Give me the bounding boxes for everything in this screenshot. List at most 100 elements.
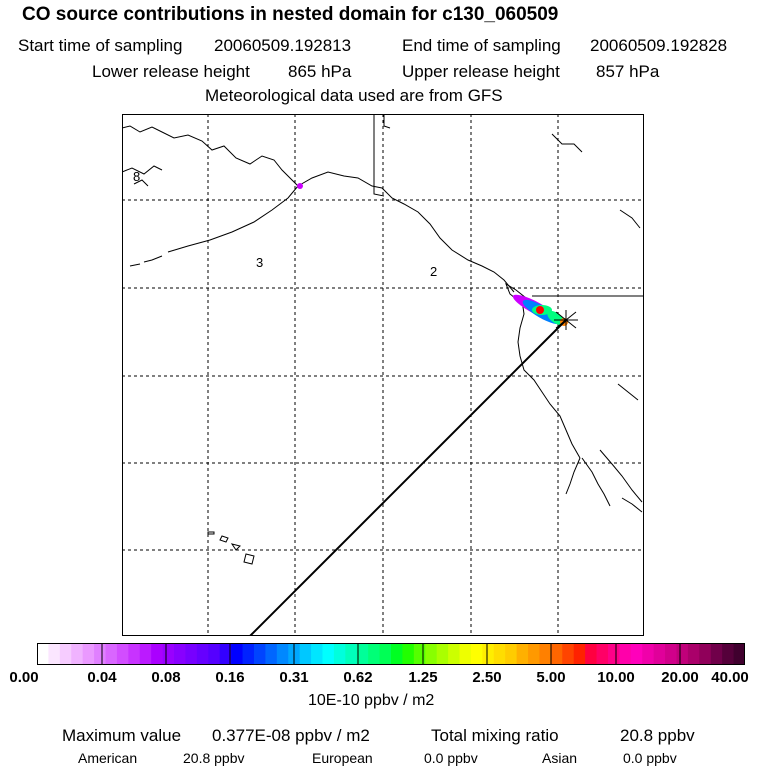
colorbar-swatch [59, 643, 72, 665]
max-value-label: Maximum value [62, 726, 182, 745]
colorbar-swatch [174, 643, 187, 665]
colorbar-tick-label: 2.50 [472, 669, 502, 686]
colorbar-swatch [607, 643, 620, 665]
colorbar-swatch [482, 643, 495, 665]
colorbar-swatch [196, 643, 209, 665]
colorbar-swatch [162, 643, 175, 665]
colorbar-tick-label: 0.16 [215, 669, 245, 686]
colorbar-swatch [493, 643, 506, 665]
american-label: American [78, 750, 138, 766]
colorbar-swatch [116, 643, 129, 665]
colorbar-swatch [333, 643, 346, 665]
map-title: CO source contributions in nested domain… [22, 4, 559, 25]
colorbar-tick-label: 5.00 [536, 669, 566, 686]
european-label: European [312, 750, 373, 766]
colorbar-swatch [539, 643, 552, 665]
colorbar-swatch [219, 643, 232, 665]
colorbar-tick-label: 0.31 [279, 669, 309, 686]
colorbar-swatch [710, 643, 723, 665]
end-time-value: 20060509.192828 [590, 36, 728, 55]
colorbar-swatch [368, 643, 381, 665]
european-value: 0.0 ppbv [424, 750, 478, 766]
colorbar-swatch [185, 643, 198, 665]
colorbar-swatch [653, 643, 666, 665]
colorbar-swatch [550, 643, 563, 665]
colorbar-swatch [71, 643, 84, 665]
colorbar-swatch [299, 643, 312, 665]
region-label-2: 2 [430, 264, 437, 279]
colorbar-swatch [562, 643, 575, 665]
source-plume [297, 183, 568, 326]
colorbar-tick-label: 20.00 [661, 669, 699, 686]
colorbar-swatch [687, 643, 700, 665]
colorbar-swatch [82, 643, 95, 665]
colorbar-swatch [345, 643, 358, 665]
map-frame [122, 114, 644, 636]
lower-release-value: 865 hPa [288, 62, 352, 81]
colorbar-swatch [253, 643, 266, 665]
colorbar-swatch [573, 643, 586, 665]
lat-lon-grid [122, 114, 644, 636]
colorbar-swatch [470, 643, 483, 665]
colorbar-swatch [722, 643, 735, 665]
colorbar-swatch [516, 643, 529, 665]
colorbar [37, 643, 745, 665]
colorbar-units: 10E-10 ppbv / m2 [308, 692, 435, 709]
colorbar-swatch [448, 643, 461, 665]
colorbar-tick-label: 0.00 [9, 669, 39, 686]
colorbar-swatch [391, 643, 404, 665]
asian-label: Asian [542, 750, 578, 766]
start-time-label: Start time of sampling [18, 36, 183, 55]
colorbar-swatch [676, 643, 689, 665]
colorbar-tick-label: 10.00 [597, 669, 635, 686]
colorbar-swatch [139, 643, 152, 665]
colorbar-swatch [311, 643, 324, 665]
colorbar-swatch [379, 643, 392, 665]
colorbar-swatch [94, 643, 107, 665]
met-data-line: Meteorological data used are from GFS [205, 86, 503, 105]
colorbar-swatch [402, 643, 415, 665]
colorbar-tick-label: 40.00 [711, 669, 749, 686]
colorbar-swatch [37, 643, 50, 665]
colorbar-swatch [733, 643, 745, 665]
lower-release-label: Lower release height [92, 62, 250, 81]
colorbar-swatch [265, 643, 278, 665]
coastlines [122, 114, 644, 565]
colorbar-swatch [505, 643, 518, 665]
colorbar-swatch [151, 643, 164, 665]
upper-release-value: 857 hPa [596, 62, 660, 81]
colorbar-swatch [642, 643, 655, 665]
flight-track-line [249, 319, 567, 636]
colorbar-swatch [276, 643, 289, 665]
max-value: 0.377E-08 ppbv / m2 [212, 726, 370, 745]
colorbar-swatch [585, 643, 598, 665]
end-time-label: End time of sampling [402, 36, 561, 55]
start-time-value: 20060509.192813 [214, 36, 352, 55]
colorbar-swatch [619, 643, 632, 665]
colorbar-swatch [356, 643, 369, 665]
region-label-8: 8 [133, 169, 140, 184]
colorbar-swatch [231, 643, 244, 665]
colorbar-swatch [630, 643, 643, 665]
colorbar-swatch [596, 643, 609, 665]
total-mixing-value: 20.8 ppbv [620, 726, 695, 745]
colorbar-swatch [413, 643, 426, 665]
map-panel: 8 3 2 [122, 114, 644, 636]
colorbar-tick-label: 1.25 [408, 669, 438, 686]
colorbar-tick-label: 0.08 [151, 669, 181, 686]
colorbar-swatch [208, 643, 221, 665]
total-mixing-label: Total mixing ratio [431, 726, 559, 745]
asian-value: 0.0 ppbv [623, 750, 677, 766]
upper-release-label: Upper release height [402, 62, 560, 81]
american-value: 20.8 ppbv [183, 750, 245, 766]
colorbar-swatch [105, 643, 118, 665]
colorbar-swatch [322, 643, 335, 665]
colorbar-swatch [665, 643, 678, 665]
colorbar-tick-label: 0.62 [343, 669, 373, 686]
colorbar-swatch [436, 643, 449, 665]
colorbar-swatch [459, 643, 472, 665]
colorbar-tick-label: 0.04 [87, 669, 117, 686]
colorbar-swatch [528, 643, 541, 665]
colorbar-swatch [242, 643, 255, 665]
colorbar-swatch [425, 643, 438, 665]
